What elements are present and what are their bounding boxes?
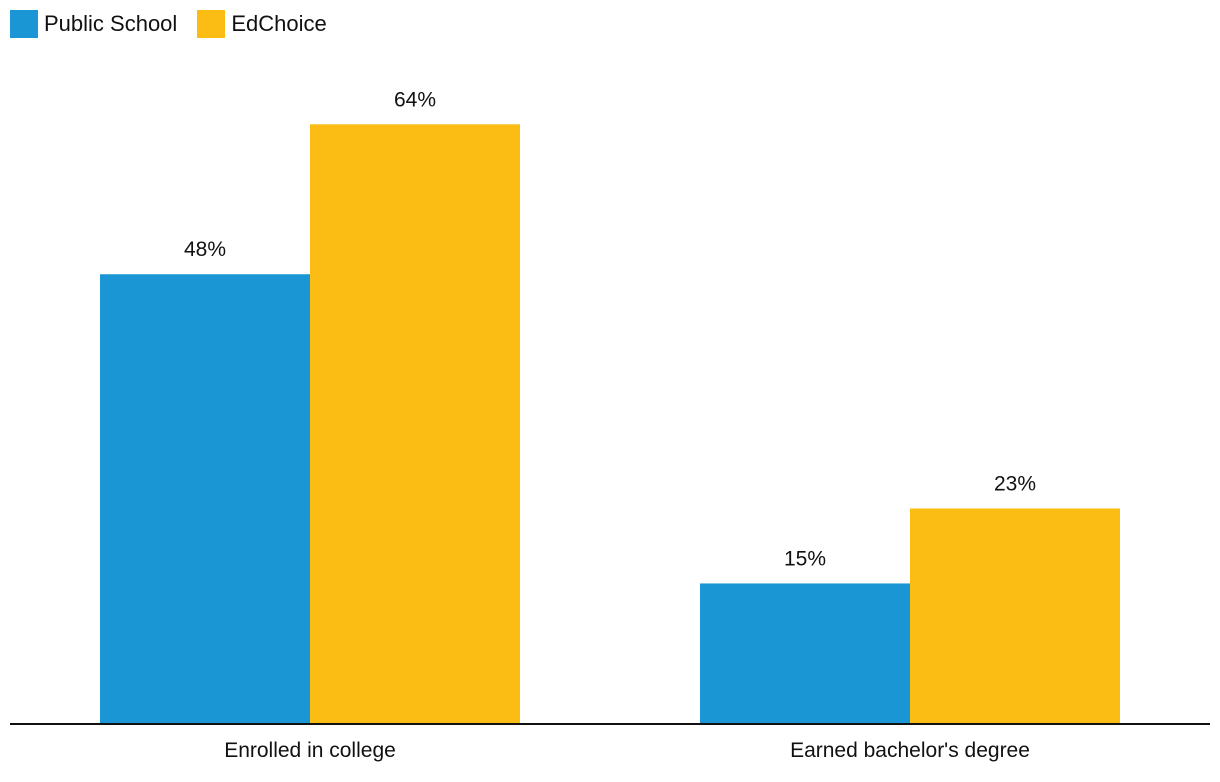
legend: Public School EdChoice (10, 10, 327, 38)
data-label: 64% (394, 88, 436, 111)
legend-item-public-school: Public School (10, 10, 177, 38)
data-label: 48% (184, 238, 226, 261)
x-tick-label: Enrolled in college (224, 739, 396, 762)
bar-edchoice-1 (910, 508, 1120, 724)
data-label: 15% (784, 547, 826, 570)
legend-swatch-public-school (10, 10, 38, 38)
bar-public-school-1 (700, 583, 910, 724)
legend-label-edchoice: EdChoice (231, 11, 327, 36)
bar-public-school-0 (100, 274, 310, 724)
legend-label-public-school: Public School (44, 11, 178, 36)
x-tick-label: Earned bachelor's degree (790, 739, 1030, 762)
bar-edchoice-0 (310, 124, 520, 724)
data-label: 23% (994, 472, 1036, 495)
legend-swatch-edchoice (197, 10, 226, 38)
legend-item-edchoice: EdChoice (197, 10, 327, 38)
